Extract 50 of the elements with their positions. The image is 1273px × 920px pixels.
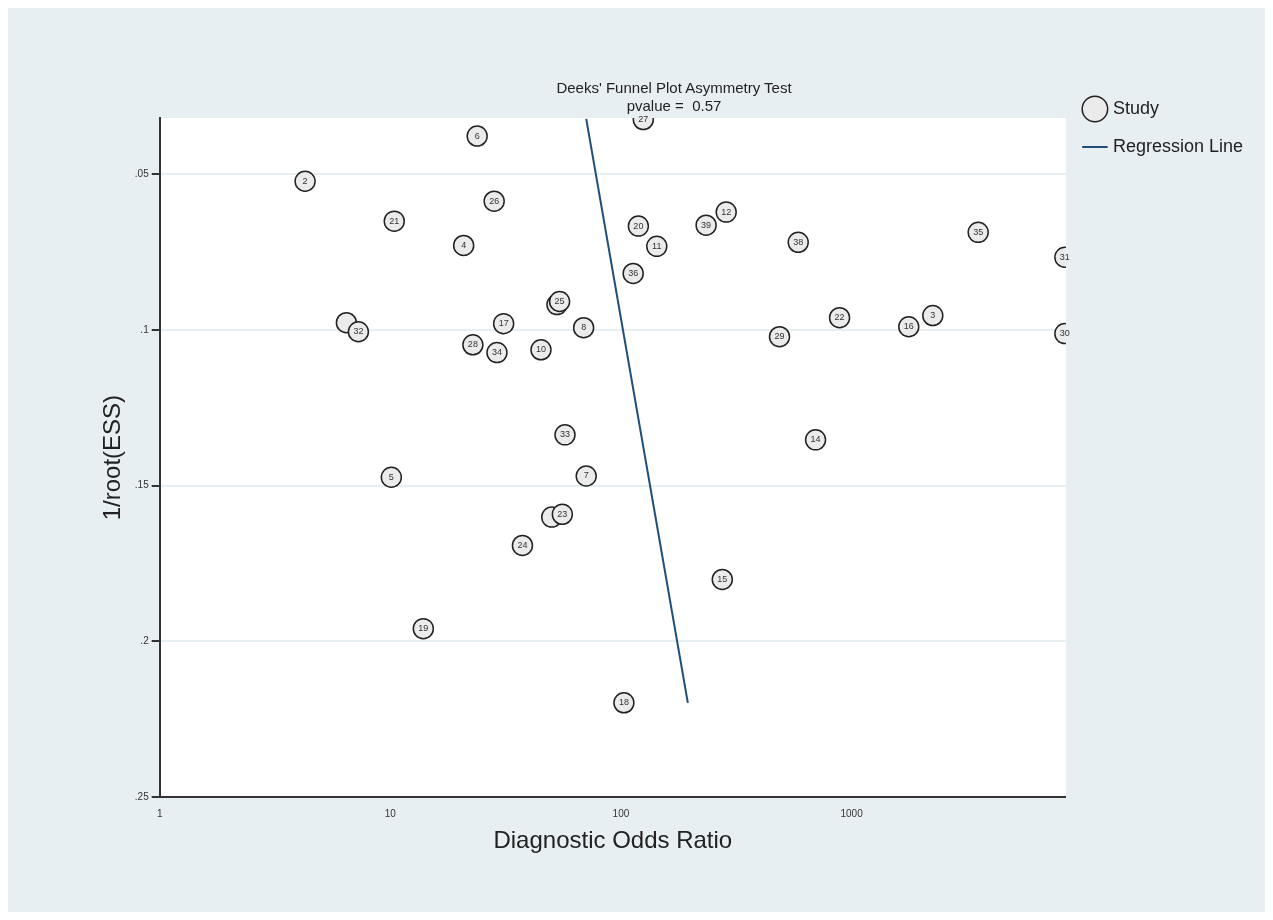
x-tick-label: 10 bbox=[384, 807, 397, 819]
y-axis-title: 1/root(ESS) bbox=[98, 394, 126, 521]
annotation: 18 bbox=[618, 697, 629, 708]
annotation: 7 bbox=[583, 470, 589, 481]
annotation: 38 bbox=[793, 236, 804, 247]
annotation: 10 bbox=[535, 344, 546, 355]
annotation: 27 bbox=[638, 114, 649, 125]
annotation: 34 bbox=[491, 347, 502, 358]
x-tick-label: 1000 bbox=[840, 807, 864, 819]
annotation: 21 bbox=[389, 215, 400, 226]
annotation: 28 bbox=[467, 339, 478, 350]
x-tick-label: 1 bbox=[156, 807, 163, 819]
annotation: 6 bbox=[474, 130, 480, 141]
annotation: 33 bbox=[559, 429, 571, 440]
y-tick-label: .2 bbox=[140, 635, 150, 647]
annotation: 36 bbox=[628, 267, 639, 278]
annotation: 35 bbox=[973, 226, 984, 237]
y-tick-label: .05 bbox=[134, 167, 150, 179]
annotation: 15 bbox=[717, 573, 728, 584]
annotation: 20 bbox=[633, 220, 644, 231]
legend-label: Study bbox=[1112, 97, 1159, 118]
y-tick-label: .25 bbox=[134, 790, 150, 802]
chart-title: Deeks' Funnel Plot Asymmetry Test bbox=[556, 79, 793, 97]
legend-label: Regression Line bbox=[1112, 135, 1243, 156]
annotation: 2 bbox=[302, 175, 308, 186]
annotation: 30 bbox=[1059, 328, 1070, 339]
y-tick-label: .15 bbox=[134, 479, 150, 491]
annotation: 32 bbox=[353, 326, 364, 337]
annotation: 14 bbox=[810, 434, 821, 445]
annotation: 4 bbox=[461, 239, 467, 250]
x-axis-title: Diagnostic Odds Ratio bbox=[493, 826, 733, 854]
annotation: 25 bbox=[554, 295, 565, 306]
y-tick-label: .1 bbox=[140, 323, 150, 335]
annotation: 29 bbox=[774, 331, 785, 342]
annotation: 31 bbox=[1059, 251, 1070, 262]
annotation: 23 bbox=[557, 508, 568, 519]
annotation: 16 bbox=[903, 321, 914, 332]
annotation: 12 bbox=[721, 206, 732, 217]
annotation: 19 bbox=[418, 623, 429, 634]
annotation: 17 bbox=[498, 318, 509, 329]
annotation: 8 bbox=[581, 322, 587, 333]
annotation: 39 bbox=[701, 219, 712, 230]
annotation: 5 bbox=[388, 471, 394, 482]
annotation: 26 bbox=[489, 195, 500, 206]
x-tick-label: 100 bbox=[612, 807, 630, 819]
annotation: 11 bbox=[652, 240, 662, 251]
annotation: 24 bbox=[517, 539, 528, 550]
annotation: 22 bbox=[834, 312, 845, 323]
annotation: 3 bbox=[930, 310, 936, 321]
chart-subtitle: pvalue = 0.57 bbox=[626, 97, 722, 115]
